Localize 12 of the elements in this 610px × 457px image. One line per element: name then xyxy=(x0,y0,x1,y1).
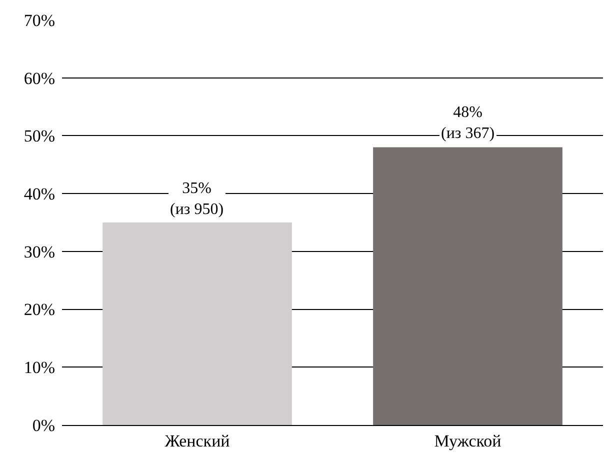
y-tick-label: 10% xyxy=(24,358,55,378)
y-tick-label: 50% xyxy=(24,126,55,146)
y-tick-label: 0% xyxy=(32,416,55,435)
y-tick-label: 20% xyxy=(24,300,55,320)
y-tick-label: 30% xyxy=(24,242,55,262)
y-tick-label: 70% xyxy=(24,10,55,30)
y-tick-label: 60% xyxy=(24,68,55,88)
y-tick-label: 40% xyxy=(24,184,55,204)
x-tick-label: Женский xyxy=(164,431,230,450)
data-label: 48% (из 367) xyxy=(441,104,495,142)
data-label: 35% (из 950) xyxy=(170,180,224,218)
x-tick-label: Мужской xyxy=(434,431,502,450)
